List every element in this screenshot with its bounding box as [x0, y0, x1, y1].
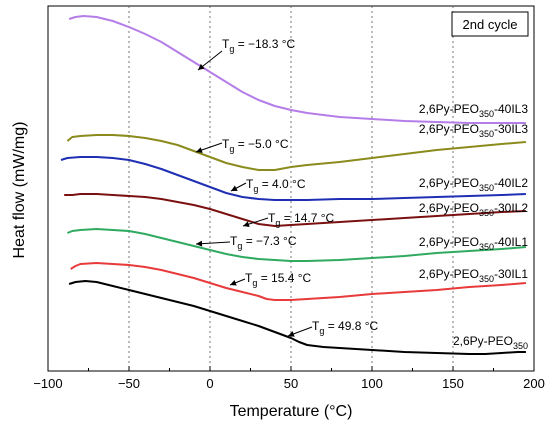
tg-arrowhead-1 — [196, 147, 203, 153]
x-tick-label: 100 — [361, 376, 383, 391]
tg-label-1: Tg = −5.0 °C — [222, 137, 289, 154]
tg-label-3: Tg = 14.7 °C — [268, 211, 335, 228]
x-ticks: −100 −50 0 50 100 150 200 — [33, 366, 545, 391]
x-axis-label: Temperature (°C) — [230, 403, 353, 420]
series-line-4 — [67, 228, 526, 262]
series-labels: 2,6Py-PEO350-40IL3 2,6Py-PEO350-30IL3 2,6P… — [419, 102, 528, 351]
x-tick-label: 150 — [442, 376, 464, 391]
tg-label-2: Tg = 4.0 °C — [246, 177, 306, 194]
tg-arrowhead-2 — [231, 185, 238, 191]
x-tick-label: 200 — [523, 376, 545, 391]
x-tick-label: 0 — [206, 376, 213, 391]
series-label-3: 2,6Py-PEO350-30IL2 — [419, 201, 528, 218]
tg-label-6: Tg = 49.8 °C — [312, 319, 379, 336]
series-line-3 — [64, 193, 526, 227]
series-line-1 — [66, 134, 526, 171]
x-tick-label: −50 — [118, 376, 140, 391]
tg-arrowhead-0 — [198, 63, 205, 70]
tg-label-4: Tg = −7.3 °C — [230, 234, 297, 251]
series-label-1: 2,6Py-PEO350-30IL3 — [419, 122, 528, 139]
series-line-5 — [70, 262, 526, 301]
x-tick-label: 50 — [284, 376, 298, 391]
series-label-5: 2,6Py-PEO350-30IL1 — [419, 267, 528, 284]
tg-label-5: Tg = 15.4 °C — [245, 271, 312, 288]
tg-label-0: Tg = −18.3 °C — [222, 37, 296, 54]
tg-annotations: Tg = −18.3 °C Tg = −5.0 °C Tg = 4.0 °C Tg =… — [195, 37, 379, 337]
series-line-6 — [68, 280, 526, 355]
tg-arrowhead-3 — [243, 221, 250, 228]
series-group — [60, 15, 526, 355]
series-line-2 — [60, 156, 526, 201]
grid-lines — [128, 6, 454, 371]
cycle-badge-text: 2nd cycle — [463, 17, 518, 32]
series-label-2: 2,6Py-PEO350-40IL2 — [419, 176, 528, 193]
series-line-0 — [68, 15, 526, 124]
series-label-4: 2,6Py-PEO350-40IL1 — [419, 235, 528, 252]
y-axis-label: Heat flow (mW/mg) — [11, 122, 28, 259]
tg-arrowhead-4 — [196, 240, 203, 247]
series-label-0: 2,6Py-PEO350-40IL3 — [419, 102, 528, 119]
tg-arrowhead-5 — [230, 279, 237, 286]
series-label-6: 2,6Py-PEO350 — [453, 334, 528, 351]
x-tick-label: −100 — [33, 376, 62, 391]
cycle-badge: 2nd cycle — [451, 11, 529, 37]
tg-arrowhead-6 — [288, 331, 295, 337]
